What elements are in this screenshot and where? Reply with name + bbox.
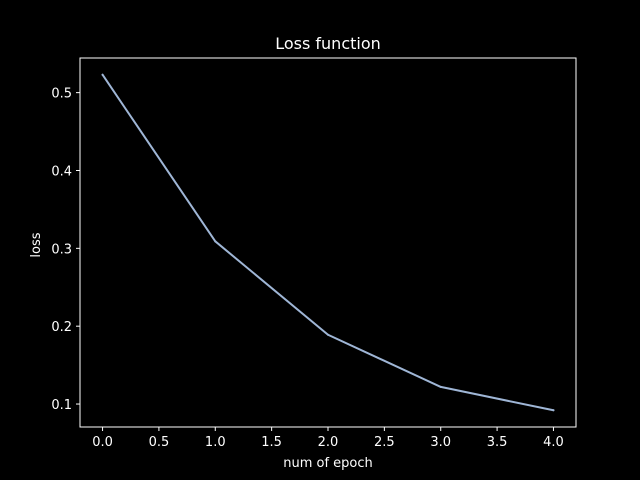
chart-title: Loss function [275,34,381,53]
x-tick-label: 0.5 [149,435,170,450]
loss-data-point [214,240,217,243]
x-tick-label: 1.0 [205,435,226,450]
x-tick-label: 2.5 [374,435,395,450]
x-tick-label: 1.5 [261,435,282,450]
y-tick-label: 0.3 [51,242,72,257]
x-tick-label: 2.0 [318,435,339,450]
loss-data-point [327,333,329,336]
y-tick-label: 0.5 [51,87,72,102]
plot-area: 0.0 0.5 1.0 1.5 2.0 2.5 3.0 3.5 4.0 0.1 0.2 0.3 0.4 0… [51,73,564,450]
y-tick-label: 0.2 [51,320,72,335]
x-tick-label: 3.0 [430,435,451,450]
x-tick-label: 3.5 [487,435,508,450]
loss-data-point [101,73,104,76]
y-axis-label: loss [29,232,44,257]
x-axis-label: num of epoch [283,456,373,471]
y-tick-label: 0.1 [51,398,72,413]
loss-data-point [552,409,555,412]
x-tick-label: 4.0 [543,435,564,450]
y-tick-label: 0.4 [51,164,72,179]
x-tick-label: 0.0 [92,435,113,450]
loss-data-point [439,385,442,388]
axes-frame [79,57,577,428]
